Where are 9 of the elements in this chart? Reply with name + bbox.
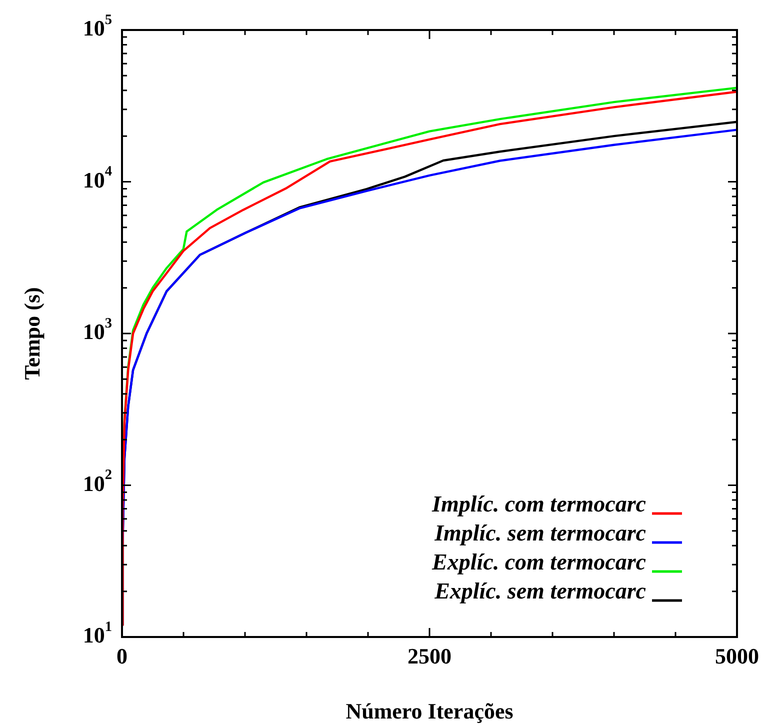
legend-label: Implíc. sem termocarc xyxy=(434,520,646,546)
x-axis-title: Número Iterações xyxy=(346,698,514,724)
legend-label: Explíc. com termocarc xyxy=(431,549,646,574)
x-tick-label: 5000 xyxy=(715,644,759,669)
legend-label: Implíc. com termocarc xyxy=(431,491,646,516)
y-axis-title: Tempo (s) xyxy=(20,287,45,380)
legend-label: Explíc. sem termocarc xyxy=(434,578,646,604)
x-tick-label: 2500 xyxy=(408,644,452,669)
x-tick-label: 0 xyxy=(116,644,128,669)
